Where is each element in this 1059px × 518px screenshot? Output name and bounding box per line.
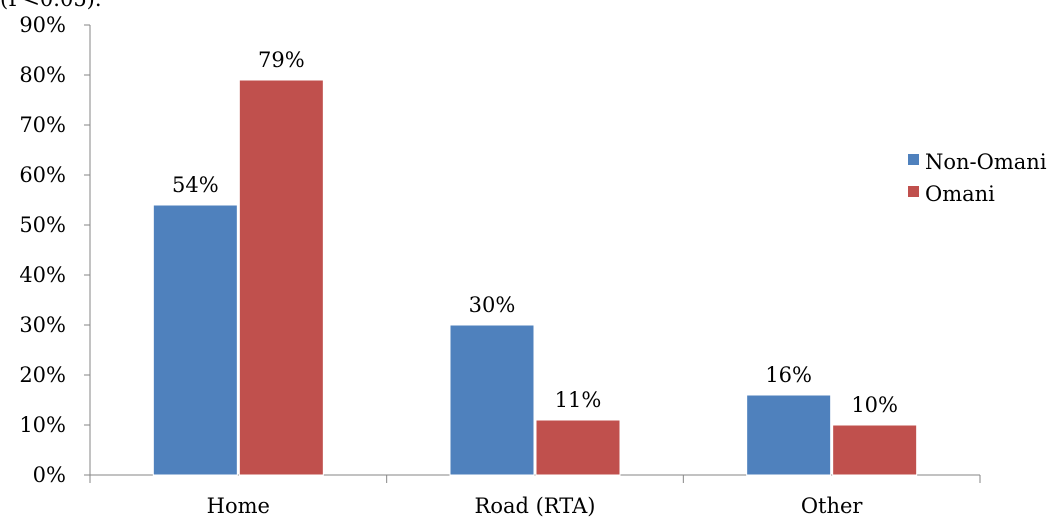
y-tick-label: 10% bbox=[19, 413, 66, 437]
x-tick-label: Home bbox=[207, 494, 270, 518]
plot-area: 0% 10% 20% 30% 40% 50% 60% 70% 80% 90% 54% 79% Home 3… bbox=[19, 13, 981, 518]
bar-non-omani-2 bbox=[746, 394, 832, 476]
bar-omani-0 bbox=[238, 79, 324, 476]
y-tick-label: 60% bbox=[19, 163, 66, 187]
data-label: 16% bbox=[765, 363, 812, 387]
data-label: 30% bbox=[469, 293, 516, 317]
y-tick-label: 70% bbox=[19, 113, 66, 137]
legend: Non-Omani Omani bbox=[908, 150, 1047, 206]
legend-label: Non-Omani bbox=[925, 150, 1047, 174]
x-tick-label: Other bbox=[801, 494, 864, 518]
y-tick-label: 80% bbox=[19, 63, 66, 87]
y-tick-label: 50% bbox=[19, 213, 66, 237]
x-tick-label: Road (RTA) bbox=[475, 494, 596, 518]
data-label: 54% bbox=[172, 173, 219, 197]
legend-label: Omani bbox=[925, 182, 995, 206]
bar-non-omani-1 bbox=[449, 324, 535, 476]
y-tick-label: 0% bbox=[33, 463, 66, 487]
caption-fragment: (P<0.05). bbox=[0, 0, 102, 11]
y-tick-label: 90% bbox=[19, 13, 66, 37]
y-tick-label: 20% bbox=[19, 363, 66, 387]
y-tick-label: 40% bbox=[19, 263, 66, 287]
y-tick-label: 30% bbox=[19, 313, 66, 337]
data-label: 11% bbox=[555, 388, 602, 412]
bar-omani-1 bbox=[535, 419, 621, 476]
legend-swatch-non-omani bbox=[908, 154, 919, 165]
legend-swatch-omani bbox=[908, 186, 919, 197]
data-label: 79% bbox=[258, 48, 305, 72]
bar-omani-2 bbox=[832, 424, 918, 476]
bar-non-omani-0 bbox=[152, 204, 238, 476]
data-label: 10% bbox=[851, 393, 898, 417]
